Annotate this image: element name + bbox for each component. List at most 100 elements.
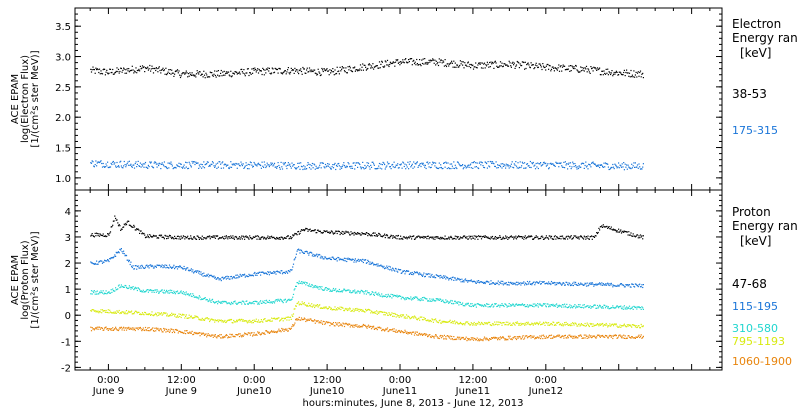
data-point-175-315 xyxy=(179,163,182,165)
data-point-47-68 xyxy=(450,235,452,237)
data-point-795-1193 xyxy=(201,319,203,321)
data-point-795-1193 xyxy=(286,319,288,321)
data-point-175-315 xyxy=(502,163,504,165)
data-point-795-1193 xyxy=(505,323,507,326)
data-point-175-315 xyxy=(531,162,533,164)
data-point-310-580 xyxy=(620,305,622,307)
data-point-175-315 xyxy=(181,166,183,168)
data-point-310-580 xyxy=(164,292,166,294)
data-point-115-195 xyxy=(180,267,182,269)
data-point-47-68 xyxy=(366,232,368,234)
data-point-47-68 xyxy=(300,230,302,232)
data-point-795-1193 xyxy=(477,323,479,325)
data-point-47-68 xyxy=(314,229,316,231)
data-point-115-195 xyxy=(364,259,366,261)
data-point-795-1193 xyxy=(215,320,217,322)
data-point-47-68 xyxy=(276,238,278,240)
data-point-115-195 xyxy=(347,257,349,259)
data-point-795-1193 xyxy=(448,321,450,323)
data-point-795-1193 xyxy=(204,318,206,320)
data-point-175-315 xyxy=(456,167,458,170)
data-point-115-195 xyxy=(377,263,379,265)
data-point-38-53 xyxy=(347,66,349,68)
data-point-310-580 xyxy=(165,291,167,293)
data-point-310-580 xyxy=(373,294,375,296)
data-point-115-195 xyxy=(598,283,600,285)
data-point-310-580 xyxy=(534,305,537,307)
data-point-38-53 xyxy=(295,70,297,72)
data-point-310-580 xyxy=(195,296,197,298)
data-point-47-68 xyxy=(344,232,346,234)
data-point-38-53 xyxy=(448,65,450,67)
data-point-175-315 xyxy=(339,168,341,170)
data-point-175-315 xyxy=(241,165,243,167)
data-point-310-580 xyxy=(536,305,538,307)
data-point-115-195 xyxy=(306,251,308,253)
data-point-795-1193 xyxy=(585,324,588,326)
data-point-310-580 xyxy=(181,292,183,294)
data-point-310-580 xyxy=(424,297,426,300)
data-point-175-315 xyxy=(292,165,294,167)
data-point-310-580 xyxy=(483,304,486,306)
data-point-47-68 xyxy=(280,236,282,238)
data-point-175-315 xyxy=(584,164,586,167)
data-point-115-195 xyxy=(117,251,120,253)
data-point-115-195 xyxy=(229,278,231,280)
data-point-38-53 xyxy=(373,68,375,70)
data-point-38-53 xyxy=(459,60,461,62)
data-point-310-580 xyxy=(474,303,476,305)
data-point-310-580 xyxy=(210,301,212,303)
data-point-795-1193 xyxy=(119,312,121,315)
data-point-47-68 xyxy=(181,237,183,239)
data-point-38-53 xyxy=(451,60,453,62)
data-point-1060-1900 xyxy=(137,328,139,331)
data-point-310-580 xyxy=(493,305,495,307)
data-point-795-1193 xyxy=(117,311,120,313)
data-point-310-580 xyxy=(573,305,575,307)
data-point-175-315 xyxy=(562,166,564,168)
data-point-175-315 xyxy=(641,168,643,170)
data-point-310-580 xyxy=(374,292,376,294)
data-point-47-68 xyxy=(376,234,378,236)
data-point-47-68 xyxy=(238,236,241,238)
data-point-47-68 xyxy=(637,237,639,239)
data-point-115-195 xyxy=(175,266,177,268)
data-point-795-1193 xyxy=(95,311,97,313)
data-point-47-68 xyxy=(458,238,460,240)
data-point-115-195 xyxy=(546,282,548,284)
data-point-38-53 xyxy=(388,65,390,68)
data-point-38-53 xyxy=(103,68,105,70)
data-point-795-1193 xyxy=(618,326,620,328)
data-point-310-580 xyxy=(315,286,317,288)
data-point-47-68 xyxy=(166,235,168,237)
data-point-175-315 xyxy=(445,161,447,163)
data-point-175-315 xyxy=(352,162,354,164)
data-point-310-580 xyxy=(599,305,601,307)
data-point-1060-1900 xyxy=(140,328,142,330)
data-point-115-195 xyxy=(476,280,478,282)
data-point-47-68 xyxy=(505,237,507,239)
data-point-38-53 xyxy=(272,68,274,70)
data-point-47-68 xyxy=(627,234,629,236)
data-point-115-195 xyxy=(392,267,394,269)
data-point-175-315 xyxy=(230,166,233,168)
data-point-175-315 xyxy=(377,167,379,169)
data-point-115-195 xyxy=(600,284,602,286)
data-point-115-195 xyxy=(413,273,415,275)
data-point-115-195 xyxy=(325,257,327,260)
data-point-310-580 xyxy=(569,304,571,306)
data-point-115-195 xyxy=(230,275,233,278)
data-point-175-315 xyxy=(365,167,367,169)
data-point-115-195 xyxy=(432,276,434,278)
data-point-115-195 xyxy=(178,266,180,268)
data-point-115-195 xyxy=(545,282,547,284)
data-point-310-580 xyxy=(258,303,260,305)
data-point-175-315 xyxy=(94,164,96,166)
data-point-115-195 xyxy=(131,266,133,269)
data-point-115-195 xyxy=(641,284,643,286)
data-point-47-68 xyxy=(203,237,205,239)
data-point-47-68 xyxy=(222,237,225,239)
data-point-47-68 xyxy=(406,238,408,240)
data-point-47-68 xyxy=(211,236,213,238)
data-point-1060-1900 xyxy=(109,328,111,330)
